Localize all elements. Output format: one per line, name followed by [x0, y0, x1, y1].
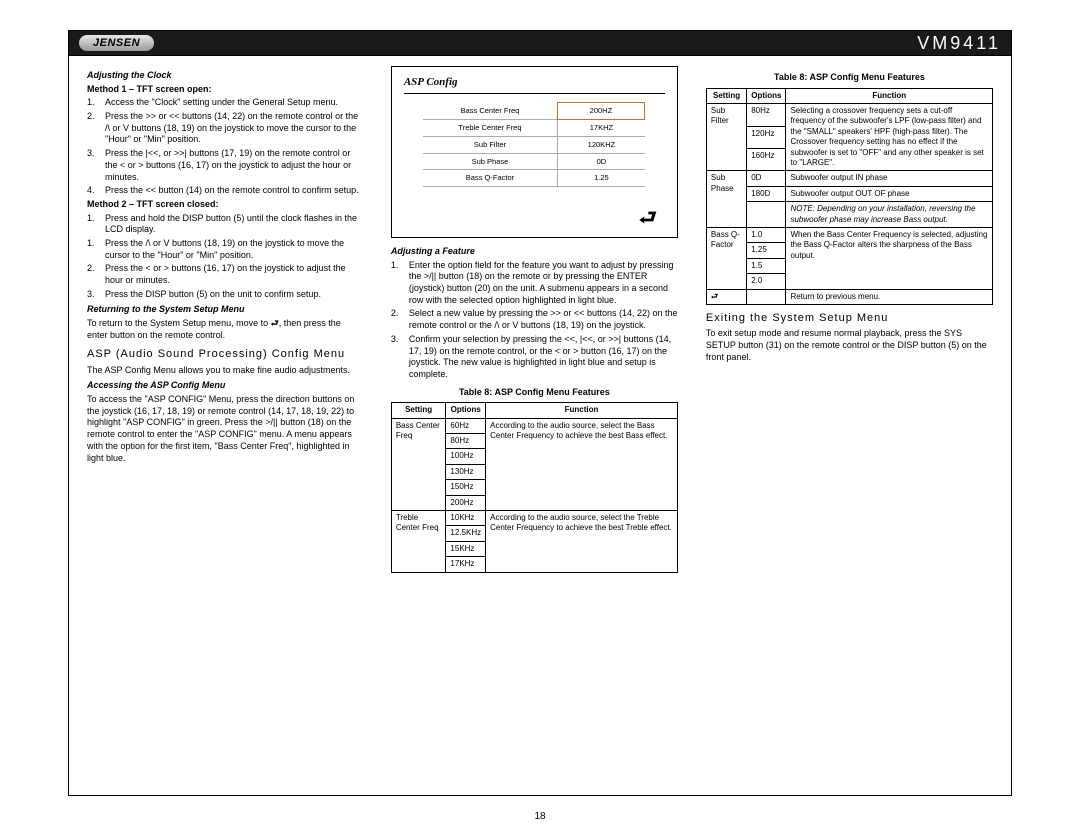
heading-asp-config-menu: ASP (Audio Sound Processing) Config Menu: [87, 347, 363, 361]
method2-list: 1.Press and hold the DISP button (5) unt…: [87, 213, 363, 301]
header-bar: JENSEN VM9411: [68, 30, 1012, 56]
method1-list: 1.Access the "Clock" setting under the G…: [87, 97, 363, 197]
content-area: Adjusting the Clock Method 1 – TFT scree…: [68, 56, 1012, 796]
m1-step: Access the "Clock" setting under the Gen…: [105, 97, 363, 109]
heading-adjusting-feature: Adjusting a Feature: [391, 246, 678, 258]
return-icon: ⮐: [706, 289, 746, 304]
column-1: Adjusting the Clock Method 1 – TFT scree…: [87, 66, 363, 785]
heading-returning: Returning to the System Setup Menu: [87, 304, 363, 316]
heading-accessing-asp: Accessing the ASP Config Menu: [87, 380, 363, 392]
column-3: Table 8: ASP Config Menu Features Settin…: [706, 66, 993, 785]
asp-box-title: ASP Config: [404, 75, 665, 94]
return-paragraph: To return to the System Setup menu, move…: [87, 318, 363, 341]
m1-step: Press the >> or << buttons (14, 22) on t…: [105, 111, 363, 146]
asp-description: The ASP Config Menu allows you to make f…: [87, 365, 363, 377]
feat-step: Select a new value by pressing the >> or…: [409, 308, 678, 331]
model-number: VM9411: [917, 33, 1001, 54]
m1-step: Press the |<<, or >>| buttons (17, 19) o…: [105, 148, 363, 183]
brand-logo: JENSEN: [79, 35, 154, 51]
m2-step: Press and hold the DISP button (5) until…: [105, 213, 363, 236]
heading-exiting: Exiting the System Setup Menu: [706, 311, 993, 325]
return-icon: ⮐: [404, 205, 665, 231]
column-2: ASP Config Bass Center Freq200HZ Treble …: [391, 66, 678, 785]
feat-step: Confirm your selection by pressing the <…: [409, 334, 678, 381]
adjusting-feature-list: 1.Enter the option field for the feature…: [391, 260, 678, 381]
heading-adjusting-clock: Adjusting the Clock: [87, 70, 363, 82]
feat-step: Enter the option field for the feature y…: [409, 260, 678, 307]
heading-method2: Method 2 – TFT screen closed:: [87, 199, 363, 211]
asp-config-screenshot: ASP Config Bass Center Freq200HZ Treble …: [391, 66, 678, 238]
exiting-paragraph: To exit setup mode and resume normal pla…: [706, 328, 993, 363]
table8-caption: Table 8: ASP Config Menu Features: [391, 387, 678, 399]
m1-step: Press the << button (14) on the remote c…: [105, 185, 363, 197]
m2-step: Press the < or > buttons (16, 17) on the…: [105, 263, 363, 286]
table8-caption-cont: Table 8: ASP Config Menu Features: [706, 72, 993, 84]
accessing-paragraph: To access the "ASP CONFIG" Menu, press t…: [87, 394, 363, 464]
asp-settings-table: Bass Center Freq200HZ Treble Center Freq…: [423, 102, 645, 187]
manual-page: JENSEN VM9411 Adjusting the Clock Method…: [0, 0, 1080, 834]
m2-step: Press the DISP button (5) on the unit to…: [105, 289, 363, 301]
heading-method1: Method 1 – TFT screen open:: [87, 84, 363, 96]
m2-step: Press the /\ or V buttons (18, 19) on th…: [105, 238, 363, 261]
table8-part1: SettingOptionsFunction Bass Center Freq6…: [391, 402, 678, 572]
table8-part2: SettingOptionsFunction Sub Filter80HzSel…: [706, 88, 993, 305]
page-number: 18: [534, 811, 545, 822]
